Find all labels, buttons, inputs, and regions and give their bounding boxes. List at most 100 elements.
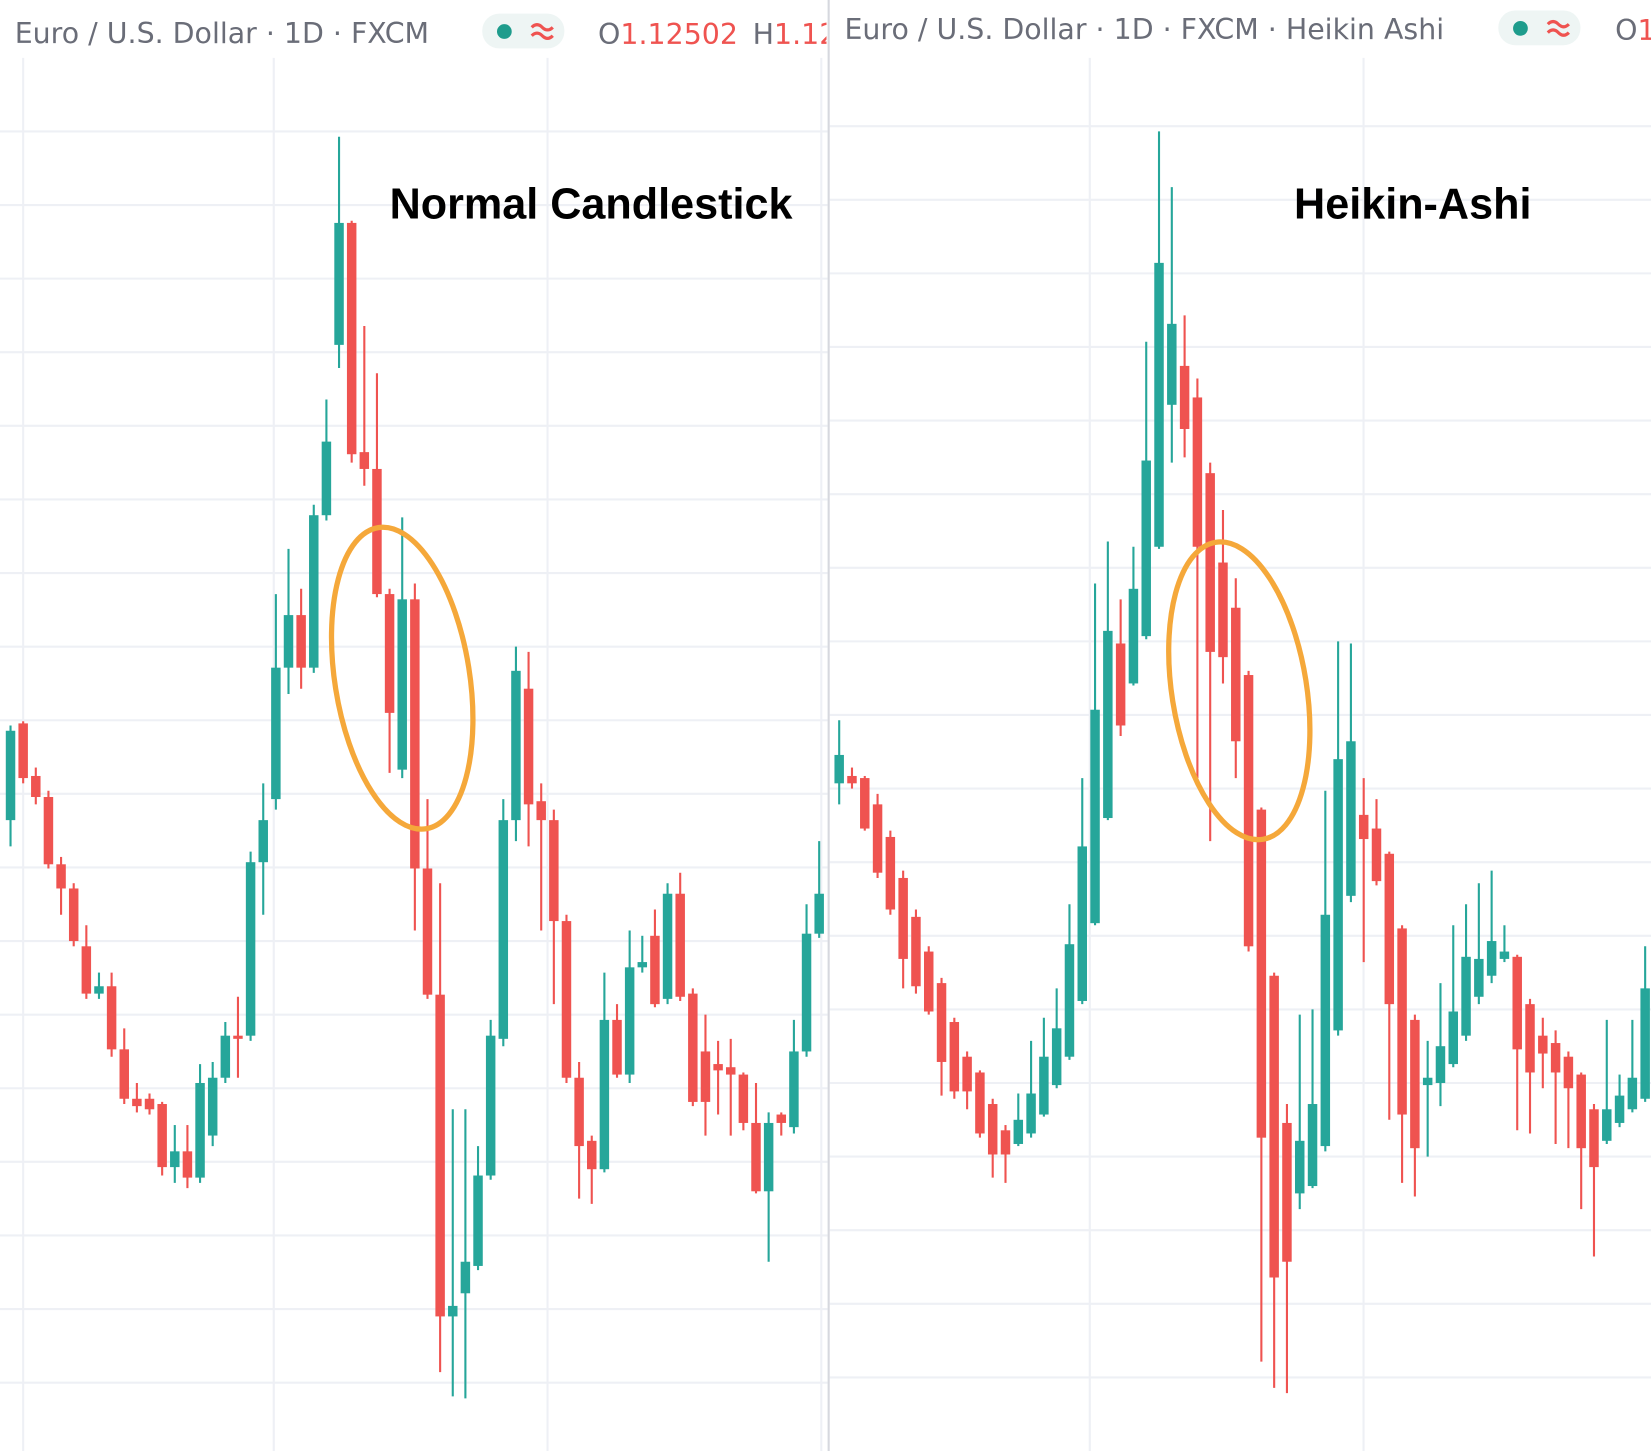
quote-label: H	[753, 18, 774, 51]
candles	[5, 131, 1650, 1399]
candle-body	[68, 888, 79, 942]
candle-body	[1256, 809, 1267, 1138]
candle-body	[334, 222, 344, 345]
candle-body	[283, 615, 294, 668]
candle-body	[1448, 1011, 1458, 1065]
candle-body	[885, 836, 896, 910]
highlight-ellipse	[328, 524, 476, 832]
candle-body	[31, 775, 41, 797]
status-dot	[496, 24, 512, 39]
candle-body	[119, 1049, 129, 1099]
candle-body	[1589, 1109, 1599, 1168]
candle-body	[1051, 1028, 1062, 1086]
candle-body	[106, 986, 117, 1050]
candle-body	[624, 967, 635, 1075]
candle-body	[1358, 814, 1369, 840]
candle-body	[410, 599, 420, 869]
candle-body	[422, 868, 433, 995]
candle-body	[713, 1064, 723, 1071]
approx-icon	[530, 23, 554, 40]
candle-body	[1218, 562, 1228, 658]
candle-body	[233, 1035, 243, 1039]
candle-body	[911, 916, 921, 987]
candle-body	[359, 452, 370, 469]
candle-body	[1307, 1104, 1318, 1187]
quote-value: 1.12502	[620, 18, 737, 51]
candle-body	[1243, 675, 1254, 947]
candle-body	[1282, 1122, 1292, 1262]
candle-body	[1179, 365, 1190, 429]
candle-body	[460, 1261, 471, 1294]
candle-body	[751, 1122, 761, 1192]
candle-body	[776, 1114, 787, 1123]
candle-body	[384, 594, 395, 713]
candle-body	[1039, 1056, 1049, 1115]
candle-body	[1410, 1019, 1420, 1149]
candle-body	[144, 1098, 155, 1110]
candle-body	[157, 1104, 167, 1168]
candle-body	[536, 801, 546, 821]
candle-body	[1525, 1004, 1535, 1073]
candle-body	[1115, 643, 1126, 726]
candle-body	[1576, 1074, 1586, 1149]
candle-body	[271, 667, 281, 800]
status-dot	[1513, 21, 1528, 36]
quote: O1	[1615, 14, 1651, 47]
candle-body	[296, 615, 306, 668]
quote-value: 1	[1638, 14, 1651, 47]
highlight-ellipse	[1166, 539, 1313, 843]
status-pill	[482, 13, 565, 49]
candle-body	[56, 864, 66, 889]
candle-body	[1077, 846, 1087, 1001]
candle-body	[485, 1035, 496, 1176]
candle-body	[962, 1056, 972, 1092]
candle-body	[872, 804, 883, 873]
chart-title: Heikin-Ashi	[1294, 181, 1531, 229]
candle-body	[372, 468, 382, 595]
candle-body	[1269, 975, 1279, 1278]
candle-body	[936, 983, 947, 1062]
candle-body	[170, 1151, 180, 1168]
candle-body	[1013, 1119, 1024, 1144]
candle-body	[346, 222, 357, 455]
candle-body	[898, 877, 908, 959]
candle-body	[309, 515, 319, 668]
candle-body	[1026, 1093, 1036, 1134]
candle-body	[1346, 741, 1356, 896]
candle-body	[834, 754, 844, 784]
candle-body	[1231, 607, 1241, 742]
candle-body	[574, 1077, 584, 1147]
candle-body	[1064, 944, 1075, 1057]
candle-body	[18, 723, 28, 779]
candle-body	[675, 893, 685, 997]
candle-body	[1295, 1140, 1305, 1194]
candle-body	[207, 1077, 218, 1136]
candle-body	[1128, 588, 1139, 684]
status-pill	[1498, 10, 1581, 46]
candle-body	[587, 1140, 597, 1170]
quote-value: 1.1259	[774, 18, 873, 51]
candle-body	[738, 1074, 749, 1123]
candle-body	[700, 1051, 711, 1102]
candle-body	[220, 1035, 231, 1078]
candle-body	[688, 993, 698, 1102]
candle-body	[1435, 1046, 1446, 1083]
candle-body	[43, 796, 54, 865]
candle-body	[612, 1019, 622, 1075]
candle-body	[1461, 956, 1471, 1036]
symbol-header: Euro / U.S. Dollar · 1D · FXCM · Heikin …	[844, 13, 1444, 46]
candle-body	[511, 670, 521, 821]
candle-body	[1499, 951, 1510, 959]
candle-body	[924, 951, 934, 1012]
candle-body	[1167, 323, 1177, 405]
candle-body	[1640, 988, 1650, 1099]
candle-body	[801, 933, 812, 1052]
candle-body	[94, 986, 104, 994]
candle-body	[975, 1072, 985, 1134]
symbol-header: Euro / U.S. Dollar · 1D · FXCM	[15, 17, 429, 50]
candle-body	[321, 441, 332, 516]
candle-body	[1563, 1056, 1574, 1089]
quote: O1.12502 H1.1259	[598, 18, 873, 51]
candle-body	[1320, 914, 1331, 1147]
